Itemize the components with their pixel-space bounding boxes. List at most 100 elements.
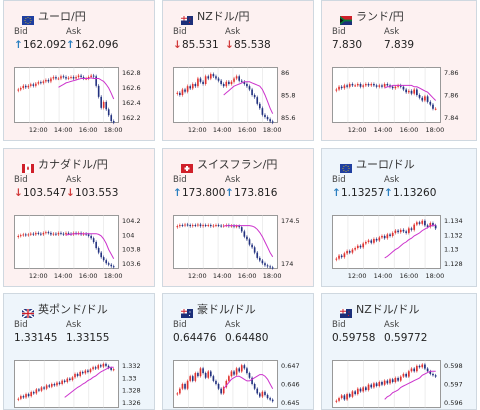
candle	[225, 81, 228, 87]
price-chart[interactable]: 86 85.8 85.6 12:00 14:00 16:00 18:00	[173, 67, 305, 136]
pair-title[interactable]: ユーロ/円	[38, 10, 86, 23]
candle	[176, 226, 179, 228]
rate-card-eur-usd[interactable]: ユーロ/ドル Bid Ask ↑1.13257 ↑1.13260 1.134 1.132 1.…	[321, 148, 477, 287]
pair-title[interactable]: ランド/円	[356, 10, 404, 23]
candle	[92, 367, 94, 370]
candle	[243, 231, 246, 237]
rate-card-chf-jpy[interactable]: スイスフラン/円 Bid Ask ↑173.800 ↑173.816 174.5 174 12…	[162, 148, 314, 287]
candle	[233, 225, 235, 227]
candle	[70, 77, 72, 79]
candle	[389, 234, 391, 236]
price-chart[interactable]: 0.647 0.646 0.645	[173, 360, 305, 409]
candle	[399, 229, 402, 233]
candle	[233, 78, 235, 82]
candle	[30, 84, 32, 86]
moving-average-line	[223, 374, 274, 390]
price-chart[interactable]: 0.598 0.597 0.596	[332, 360, 468, 409]
candle	[50, 232, 52, 235]
price-chart[interactable]: 174.5 174 12:00 14:00 16:00 18:00	[173, 215, 305, 282]
price-chart[interactable]: 1.134 1.132 1.13 1.128 12:00 14:00 16:00 18:00	[332, 215, 468, 282]
candle	[56, 382, 58, 386]
candle	[269, 119, 271, 122]
candle	[194, 225, 197, 227]
rate-card-eur-jpy[interactable]: ユーロ/円 Bid Ask ↑162.092 ↑162.096 162.8 162.6 162…	[3, 0, 155, 141]
candle	[359, 84, 362, 87]
candle	[92, 75, 95, 77]
rate-card-aud-usd[interactable]: 豪ドル/ドル Bid Ask 0.64476 0.64480 0.647 0.646 0.64…	[162, 293, 314, 410]
candle	[365, 387, 367, 391]
x-tick-label: 16:00	[400, 272, 419, 280]
candle	[99, 365, 102, 367]
pair-title[interactable]: 豪ドル/ドル	[197, 303, 256, 316]
y-tick-label: 1.328	[122, 387, 141, 395]
rate-card-nzd-usd[interactable]: NZドル/ドル Bid Ask 0.59758 0.59772 0.598 0.597 0.5…	[321, 293, 477, 410]
candle	[25, 394, 27, 398]
arrow-down-icon: ↓	[225, 39, 234, 51]
pair-title[interactable]: NZドル/円	[197, 10, 250, 23]
ask-price: ↓103.553	[66, 187, 118, 199]
y-tick-label: 0.597	[444, 381, 463, 389]
y-tick-label: 1.13	[444, 246, 458, 254]
candle	[90, 75, 92, 78]
candle	[238, 76, 241, 81]
candle	[35, 232, 37, 235]
rate-card-nzd-jpy[interactable]: NZドル/円 Bid Ask ↓85.531 ↓85.538 86 85.8 85.6 12:0…	[162, 0, 314, 141]
candle	[92, 238, 95, 242]
rate-card-gbp-usd[interactable]: 英ポンド/ドル Bid Ask 1.33145 1.33155 1.332 1.33 1.32…	[3, 293, 155, 410]
pair-title[interactable]: 英ポンド/ドル	[38, 303, 108, 316]
candle	[35, 389, 38, 394]
price-chart[interactable]: 7.86 7.86 7.84 12:00 14:00 16:00 18:00	[332, 67, 468, 136]
candle	[220, 80, 222, 84]
y-tick-label: 162.4	[122, 99, 141, 107]
y-tick-label: 162.6	[122, 84, 141, 92]
pair-title[interactable]: NZドル/ドル	[356, 303, 420, 316]
candle	[351, 249, 354, 253]
candle	[60, 76, 62, 79]
y-tick-label: 7.84	[444, 114, 458, 122]
candle	[248, 86, 251, 90]
y-tick-label: 1.326	[122, 399, 141, 407]
candle	[251, 244, 253, 248]
rate-card-cad-jpy[interactable]: カナダドル/円 Bid Ask ↓103.547 ↓103.553 104.2 104 103…	[3, 148, 155, 287]
candle	[389, 379, 391, 384]
candle	[253, 247, 256, 253]
candle	[189, 376, 192, 381]
candle	[204, 373, 207, 378]
bid-label: Bid	[14, 175, 28, 185]
candle	[348, 394, 351, 397]
x-tick-label: 12:00	[188, 272, 207, 280]
candle	[80, 75, 82, 78]
candle	[217, 384, 220, 389]
candle	[359, 245, 362, 248]
candle	[348, 251, 351, 253]
candle	[197, 78, 199, 87]
candle	[72, 77, 75, 79]
candle	[391, 379, 394, 382]
candle	[57, 78, 60, 80]
candle	[246, 84, 248, 87]
candle	[434, 375, 437, 377]
rate-card-zar-jpy[interactable]: ランド/円 Bid Ask 7.830 7.839 7.86 7.86 7.84 12:00 14…	[321, 0, 477, 141]
candle	[434, 108, 437, 110]
candle	[107, 365, 110, 368]
pair-title[interactable]: カナダドル/円	[38, 158, 108, 171]
price-chart[interactable]: 104.2 104 103.8 103.6 12:00 14:00 16:00 18:00	[14, 215, 146, 282]
candle	[212, 74, 215, 77]
price-chart[interactable]: 1.332 1.33 1.328 1.326	[14, 360, 146, 409]
candle	[24, 234, 27, 236]
ask-label: Ask	[66, 27, 82, 37]
candle	[399, 376, 402, 381]
pair-title[interactable]: スイスフラン/円	[197, 158, 278, 171]
ask-label: Ask	[66, 320, 82, 330]
ask-price: 0.59772	[384, 332, 427, 344]
candle	[375, 85, 378, 87]
candle	[217, 225, 220, 227]
candle	[105, 363, 107, 366]
candle	[264, 263, 266, 266]
candle	[410, 228, 413, 230]
candle	[112, 121, 115, 123]
ask-value: 0.59772	[384, 332, 428, 344]
pair-title[interactable]: ユーロ/ドル	[356, 158, 415, 171]
price-chart[interactable]: 162.8 162.6 162.4 162.2 12:00 14:00 16:00 18:00	[14, 67, 146, 136]
candle	[335, 400, 338, 402]
